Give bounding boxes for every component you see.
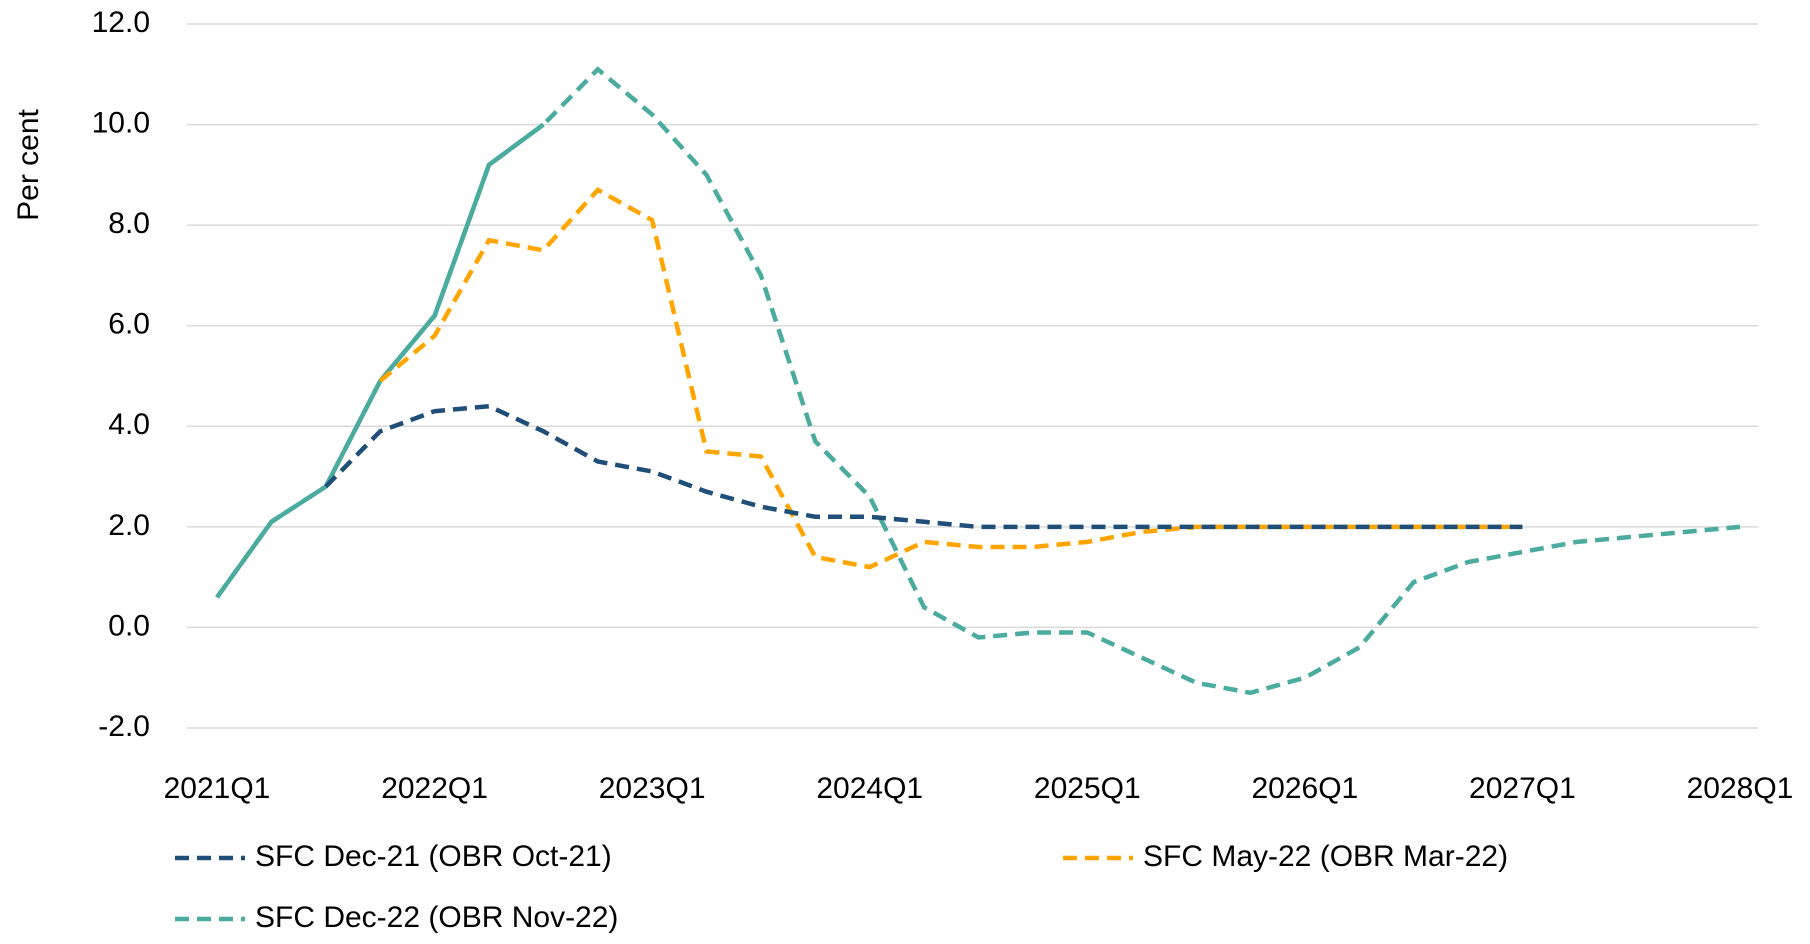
legend-item: SFC Dec-22 (OBR Nov-22) xyxy=(175,901,618,934)
y-tick-label: 6.0 xyxy=(108,308,150,341)
x-tick-label: 2024Q1 xyxy=(816,772,923,805)
x-tick-label: 2021Q1 xyxy=(164,772,271,805)
y-tick-label: 4.0 xyxy=(108,408,150,441)
legend-label: SFC Dec-22 (OBR Nov-22) xyxy=(255,901,618,934)
legend-item: SFC May-22 (OBR Mar-22) xyxy=(1063,840,1508,873)
legend-item: SFC Dec-21 (OBR Oct-21) xyxy=(175,840,612,873)
x-tick-label: 2022Q1 xyxy=(381,772,488,805)
x-tick-label: 2023Q1 xyxy=(599,772,706,805)
series-line xyxy=(215,66,1741,696)
y-tick-label: 2.0 xyxy=(108,509,150,542)
y-tick-label: 8.0 xyxy=(108,207,150,240)
series-line xyxy=(378,187,1523,570)
x-tick-label: 2026Q1 xyxy=(1251,772,1358,805)
y-tick-label: 0.0 xyxy=(108,609,150,642)
x-tick-label: 2025Q1 xyxy=(1034,772,1141,805)
y-tick-label: 12.0 xyxy=(92,6,150,39)
x-tick-label: 2028Q1 xyxy=(1687,772,1794,805)
legend-label: SFC May-22 (OBR Mar-22) xyxy=(1143,840,1508,873)
y-tick-label: 10.0 xyxy=(92,106,150,139)
x-tick-label: 2027Q1 xyxy=(1469,772,1576,805)
y-tick-label: -2.0 xyxy=(98,710,150,743)
legend-label: SFC Dec-21 (OBR Oct-21) xyxy=(255,840,612,873)
series-line xyxy=(324,403,1523,530)
y-axis-label: Per cent xyxy=(12,108,45,220)
